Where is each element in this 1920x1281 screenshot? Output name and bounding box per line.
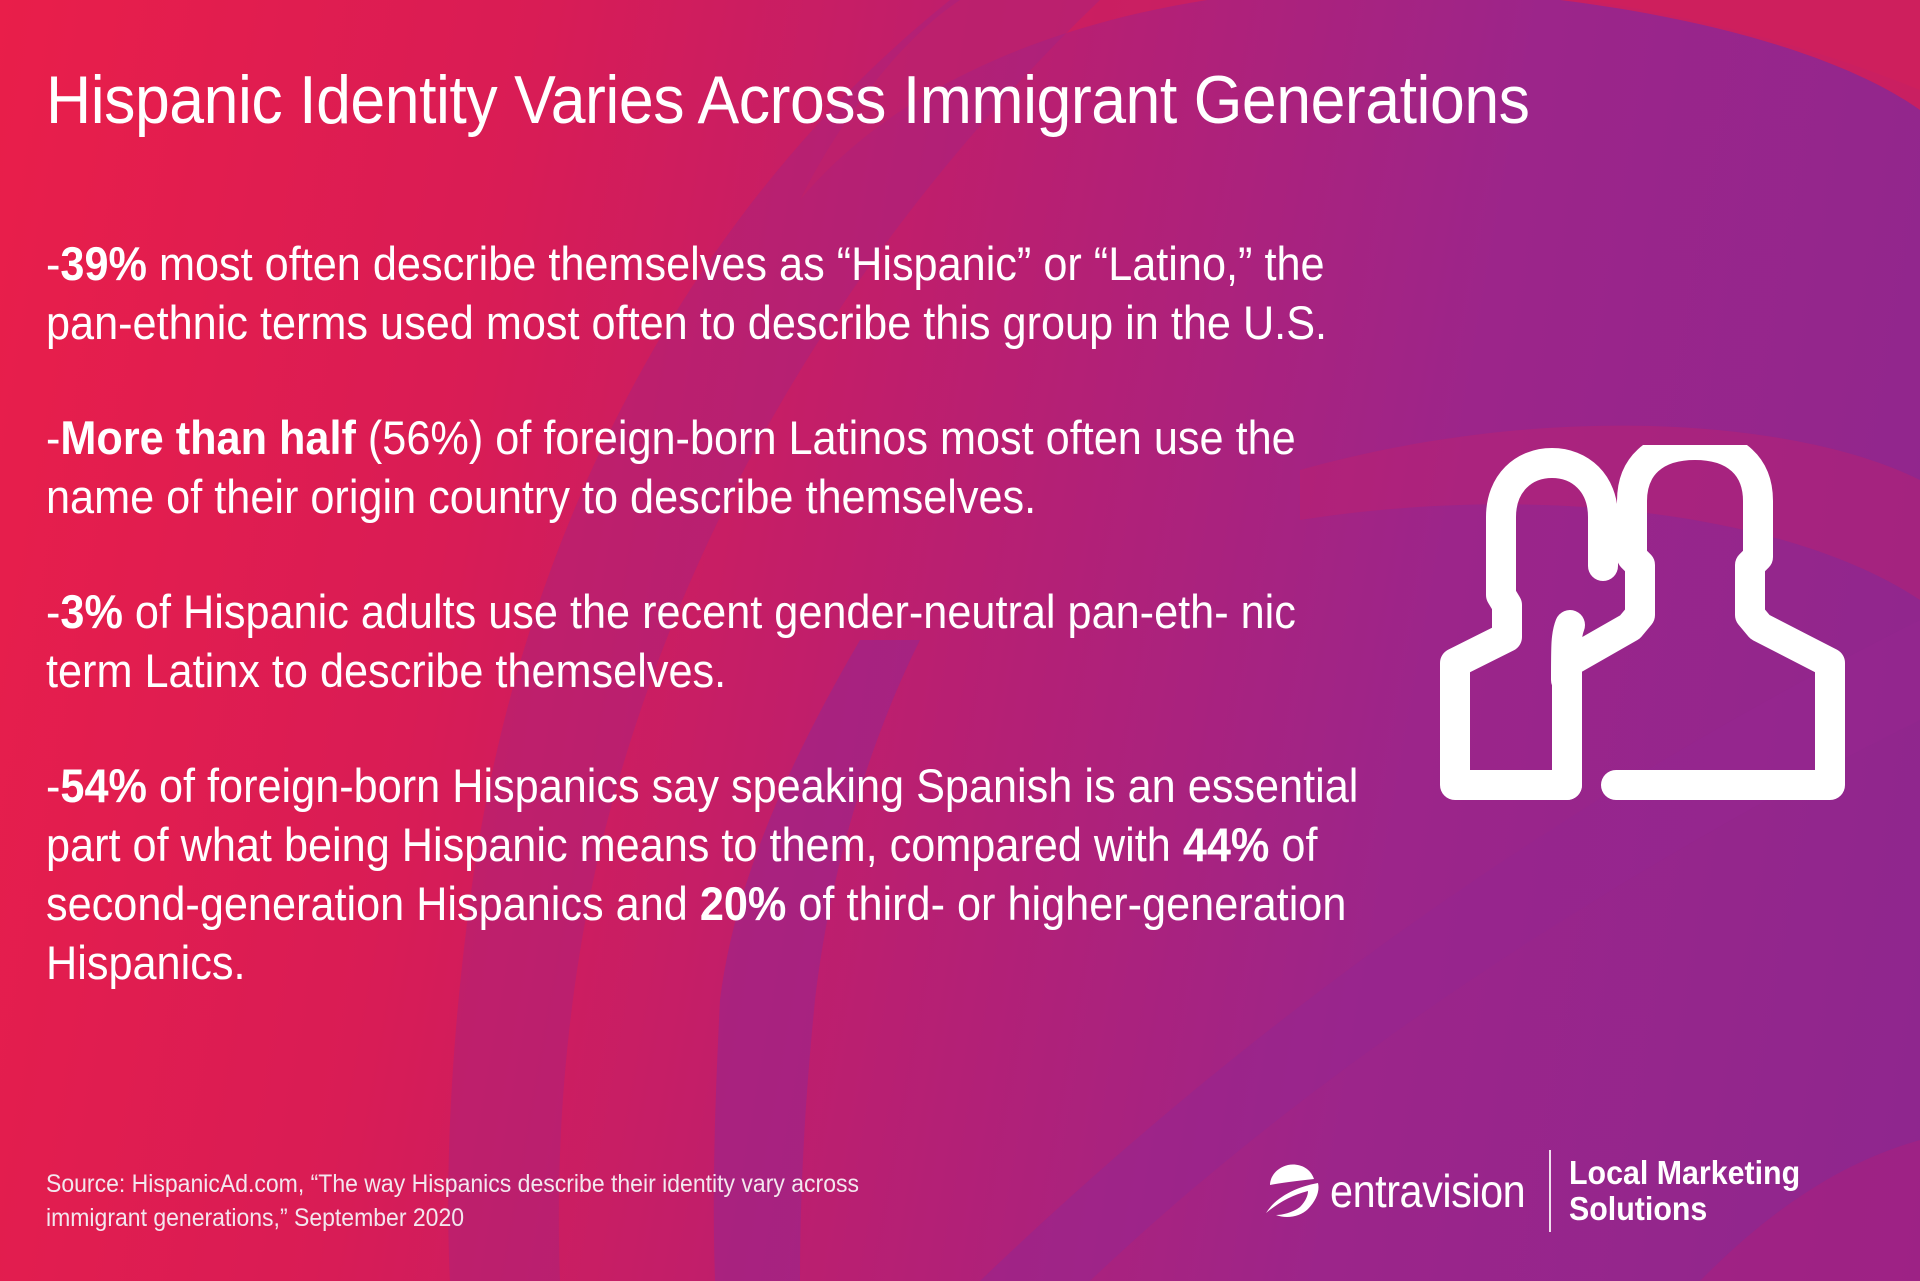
source-line-2: immigrant generations,” September 2020 bbox=[46, 1204, 465, 1232]
bullet-dash: - bbox=[46, 411, 61, 464]
tagline-line-2: Solutions bbox=[1568, 1190, 1708, 1227]
logo-divider bbox=[1548, 1150, 1551, 1232]
source-line-1: Source: HispanicAd.com, “The way Hispani… bbox=[46, 1170, 859, 1198]
stat-highlight: 44% bbox=[1182, 818, 1270, 871]
stat-item-3-percent: -3% of Hispanic adults use the recent ge… bbox=[46, 582, 1371, 700]
stat-item-more-than-half: -More than half (56%) of foreign-born La… bbox=[46, 408, 1371, 526]
bullet-dash: - bbox=[46, 585, 61, 638]
stat-highlight: 3% bbox=[60, 585, 123, 638]
stat-text: of second-generation Hispanics and bbox=[46, 818, 1318, 930]
stat-highlight: 54% bbox=[60, 759, 147, 812]
stat-highlight: More than half bbox=[60, 411, 356, 464]
two-people-outline-icon bbox=[1440, 445, 1845, 800]
tagline-line-1: Local Marketing bbox=[1568, 1154, 1801, 1191]
stat-highlight: 20% bbox=[699, 877, 787, 930]
bullet-dash: - bbox=[46, 237, 61, 290]
stat-text: of Hispanic adults use the recent gender… bbox=[46, 585, 1296, 697]
stat-item-39-percent: -39% most often describe themselves as “… bbox=[46, 234, 1371, 352]
stat-text: (56%) of foreign-born Latinos most often… bbox=[46, 411, 1296, 523]
stat-highlight: 39% bbox=[60, 237, 147, 290]
entravision-wordmark: entravision bbox=[1330, 1165, 1526, 1217]
bullet-dash: - bbox=[46, 759, 61, 812]
source-citation: Source: HispanicAd.com, “The way Hispani… bbox=[46, 1167, 1058, 1235]
stat-item-54-percent: -54% of foreign-born Hispanics say speak… bbox=[46, 756, 1371, 992]
stat-text: most often describe themselves as “Hispa… bbox=[46, 237, 1328, 349]
stat-text: of foreign-born Hispanics say speaking S… bbox=[46, 759, 1359, 871]
stats-list: -39% most often describe themselves as “… bbox=[46, 234, 1371, 1048]
entravision-e-mark-icon bbox=[1266, 1164, 1319, 1217]
entravision-logo: entravision Local Marketing Solutions bbox=[1262, 1150, 1820, 1232]
page-title: Hispanic Identity Varies Across Immigran… bbox=[46, 62, 1530, 138]
logo-tagline: Local Marketing Solutions bbox=[1569, 1155, 1800, 1227]
